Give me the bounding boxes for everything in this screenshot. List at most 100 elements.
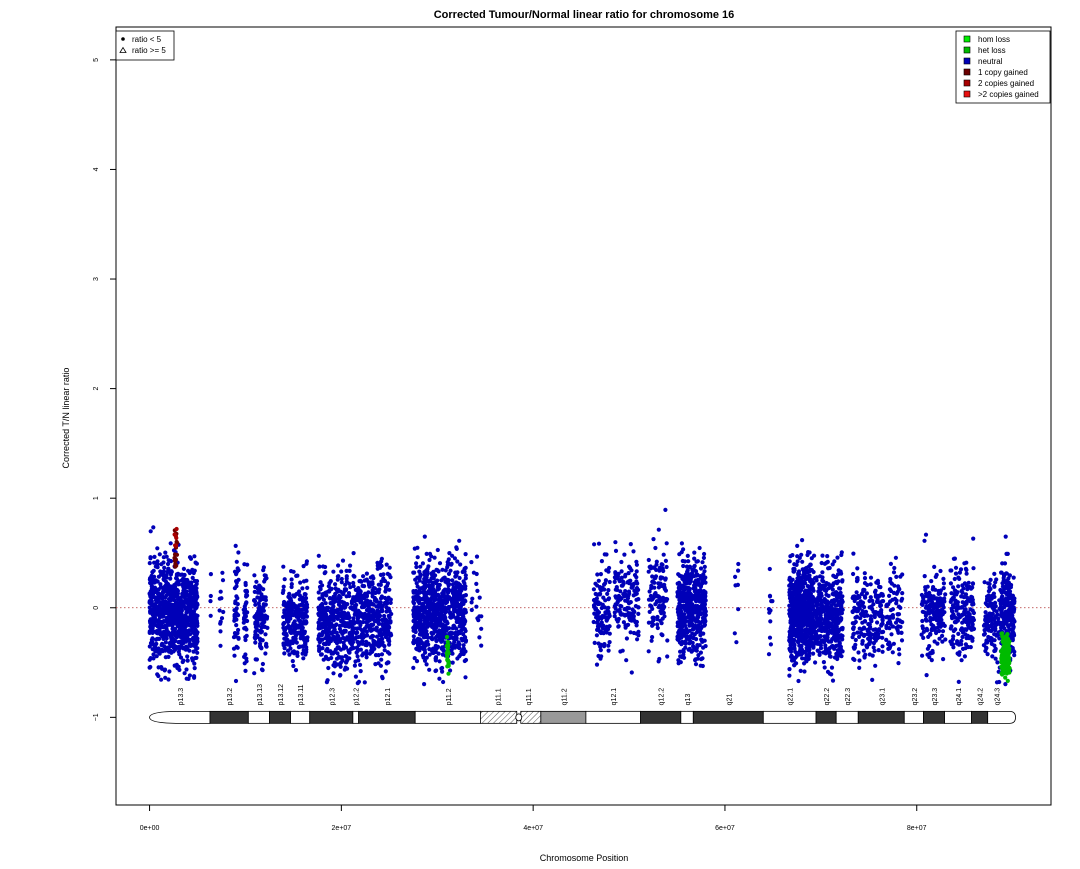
data-point [613,540,617,544]
data-point [647,558,651,562]
data-point [809,633,813,637]
data-point [620,576,624,580]
data-point [787,667,791,671]
data-point [187,596,191,600]
data-point [155,559,159,563]
data-point [341,611,345,615]
data-point [295,641,299,645]
data-point [656,626,660,630]
data-point [703,639,707,643]
data-point [327,581,331,585]
data-point [184,589,188,593]
data-point [334,636,338,640]
data-point [347,651,351,655]
data-point [166,583,170,587]
data-point [148,658,152,662]
data-point [698,546,702,550]
data-point [453,605,457,609]
data-point [603,611,607,615]
series-neutral [148,508,1017,686]
data-point [438,636,442,640]
x-tick-label: 2e+07 [332,825,352,832]
data-point [358,626,362,630]
data-point [291,659,295,663]
data-point [412,634,416,638]
data-point [634,598,638,602]
data-point [793,618,797,622]
data-point [615,585,619,589]
data-point [602,615,606,619]
data-point [151,629,155,633]
data-point [475,572,479,576]
data-point [695,649,699,653]
data-point [437,598,441,602]
data-point [417,648,421,652]
data-point [367,627,371,631]
data-point [613,614,617,618]
data-point [187,628,191,632]
data-point [440,605,444,609]
data-point [323,571,327,575]
data-point [635,586,639,590]
data-point [192,650,196,654]
data-point [702,552,706,556]
data-point [450,601,454,605]
data-point [232,654,236,658]
data-point [452,625,456,629]
data-point [208,599,212,603]
data-point [665,541,669,545]
data-point [305,609,309,613]
data-point [618,604,622,608]
data-point [344,645,348,649]
data-point [436,587,440,591]
data-point [650,580,654,584]
data-point [790,655,794,659]
data-point [608,632,612,636]
data-point [194,634,198,638]
data-point [325,606,329,610]
data-point [181,592,185,596]
data-point [281,615,285,619]
data-point [456,615,460,619]
data-point [162,600,166,604]
data-point [385,625,389,629]
data-point [362,584,366,588]
data-point [252,598,256,602]
data-point [422,682,426,686]
data-point [812,570,816,574]
data-point [148,555,152,559]
data-point [186,659,190,663]
data-point [379,596,383,600]
data-point [368,614,372,618]
data-point [182,626,186,630]
data-point [702,556,706,560]
data-point [349,638,353,642]
data-point [361,574,365,578]
data-point [607,649,611,653]
data-point [173,585,177,589]
data-point [475,589,479,593]
data-point [421,655,425,659]
data-point [344,588,348,592]
data-point [372,627,376,631]
data-point [810,582,814,586]
data-point [812,589,816,593]
data-point [252,671,256,675]
data-point [156,598,160,602]
data-point [290,630,294,634]
data-point [151,525,155,529]
data-point [796,580,800,584]
data-point [606,588,610,592]
data-point [789,640,793,644]
data-point [817,650,821,654]
data-point [606,615,610,619]
data-point [696,653,700,657]
data-point [373,596,377,600]
data-point [333,661,337,665]
data-point [681,648,685,652]
data-point [627,601,631,605]
data-point [768,636,772,640]
data-point [700,625,704,629]
data-point [800,538,804,542]
